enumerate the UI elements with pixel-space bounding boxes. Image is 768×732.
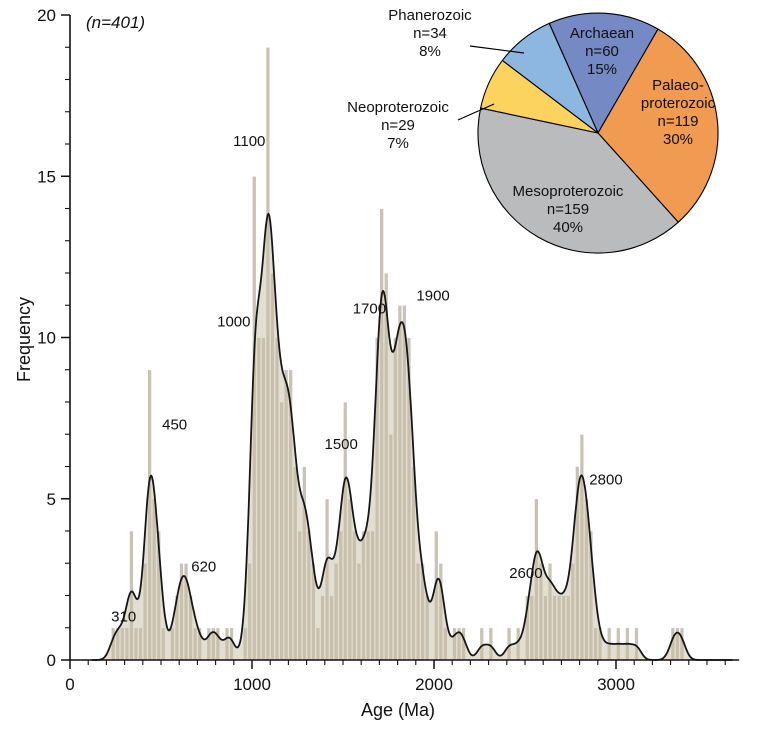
- x-axis-title: Age (Ma): [360, 700, 436, 720]
- pie-label-mesoproterozoic: 40%: [553, 219, 583, 236]
- y-tick-label: 5: [47, 490, 56, 509]
- y-tick-label: 15: [37, 167, 56, 186]
- x-tick-label: 2000: [415, 675, 453, 694]
- pie-label-phanerozoic: Phanerozoic: [388, 7, 472, 24]
- pie-label-neoproterozoic: n=29: [381, 117, 415, 134]
- y-tick-label: 0: [47, 651, 56, 670]
- peak-label-2800: 2800: [589, 471, 622, 488]
- leader-line-phanerozoic: [469, 45, 525, 54]
- pie-label-archaean: Archaean: [570, 25, 634, 42]
- x-tick-label: 1000: [233, 675, 271, 694]
- peak-label-1500: 1500: [324, 436, 357, 453]
- pie-label-palaeoproterozoic: n=119: [657, 113, 698, 130]
- pie-label-palaeoproterozoic: Palaeo-: [652, 77, 704, 94]
- pie-label-archaean: n=60: [585, 43, 619, 60]
- y-tick-label: 20: [37, 6, 56, 25]
- y-tick-label: 10: [37, 329, 56, 348]
- x-tick-label: 3000: [597, 675, 635, 694]
- peak-label-2600: 2600: [509, 565, 542, 582]
- sample-size-label: (n=401): [86, 13, 146, 32]
- pie-slice-phanerozoic: [501, 22, 599, 134]
- pie-label-mesoproterozoic: Mesoproterozoic: [513, 183, 624, 200]
- pie-label-phanerozoic: n=34: [413, 25, 447, 42]
- pie-label-palaeoproterozoic: proterozoic: [641, 95, 716, 112]
- leader-line-neoproterozoic: [457, 103, 495, 121]
- peak-labels: 310 450 620 1000 1100 1500 1700 1900 2600 2800: [111, 133, 623, 626]
- peak-label-1700: 1700: [353, 300, 386, 317]
- pie-slice-archaean: [548, 12, 659, 134]
- pie-label-mesoproterozoic: n=159: [547, 201, 589, 218]
- peak-label-310: 310: [111, 608, 136, 625]
- pie-label-archaean: 15%: [587, 61, 617, 78]
- peak-label-1100: 1100: [233, 133, 265, 150]
- pie-slice-mesoproterozoic: [477, 107, 679, 254]
- peak-label-450: 450: [162, 417, 187, 434]
- pie-label-neoproterozoic: 7%: [387, 135, 409, 152]
- pie-label-neoproterozoic: Neoproterozoic: [347, 99, 449, 116]
- pie-slice-palaeoproterozoic: [597, 28, 719, 223]
- x-tick-label: 0: [65, 675, 74, 694]
- pie-label-phanerozoic: 8%: [419, 43, 441, 60]
- kde-curve: [91, 212, 733, 661]
- peak-label-1900: 1900: [416, 288, 449, 305]
- peak-label-620: 620: [191, 558, 216, 575]
- axes: 0 1000 2000 3000 0 5 10 15 20: [37, 6, 740, 694]
- pie-label-palaeoproterozoic: 30%: [663, 131, 693, 148]
- kde-overlay: [91, 212, 733, 661]
- peak-label-1000: 1000: [217, 313, 250, 330]
